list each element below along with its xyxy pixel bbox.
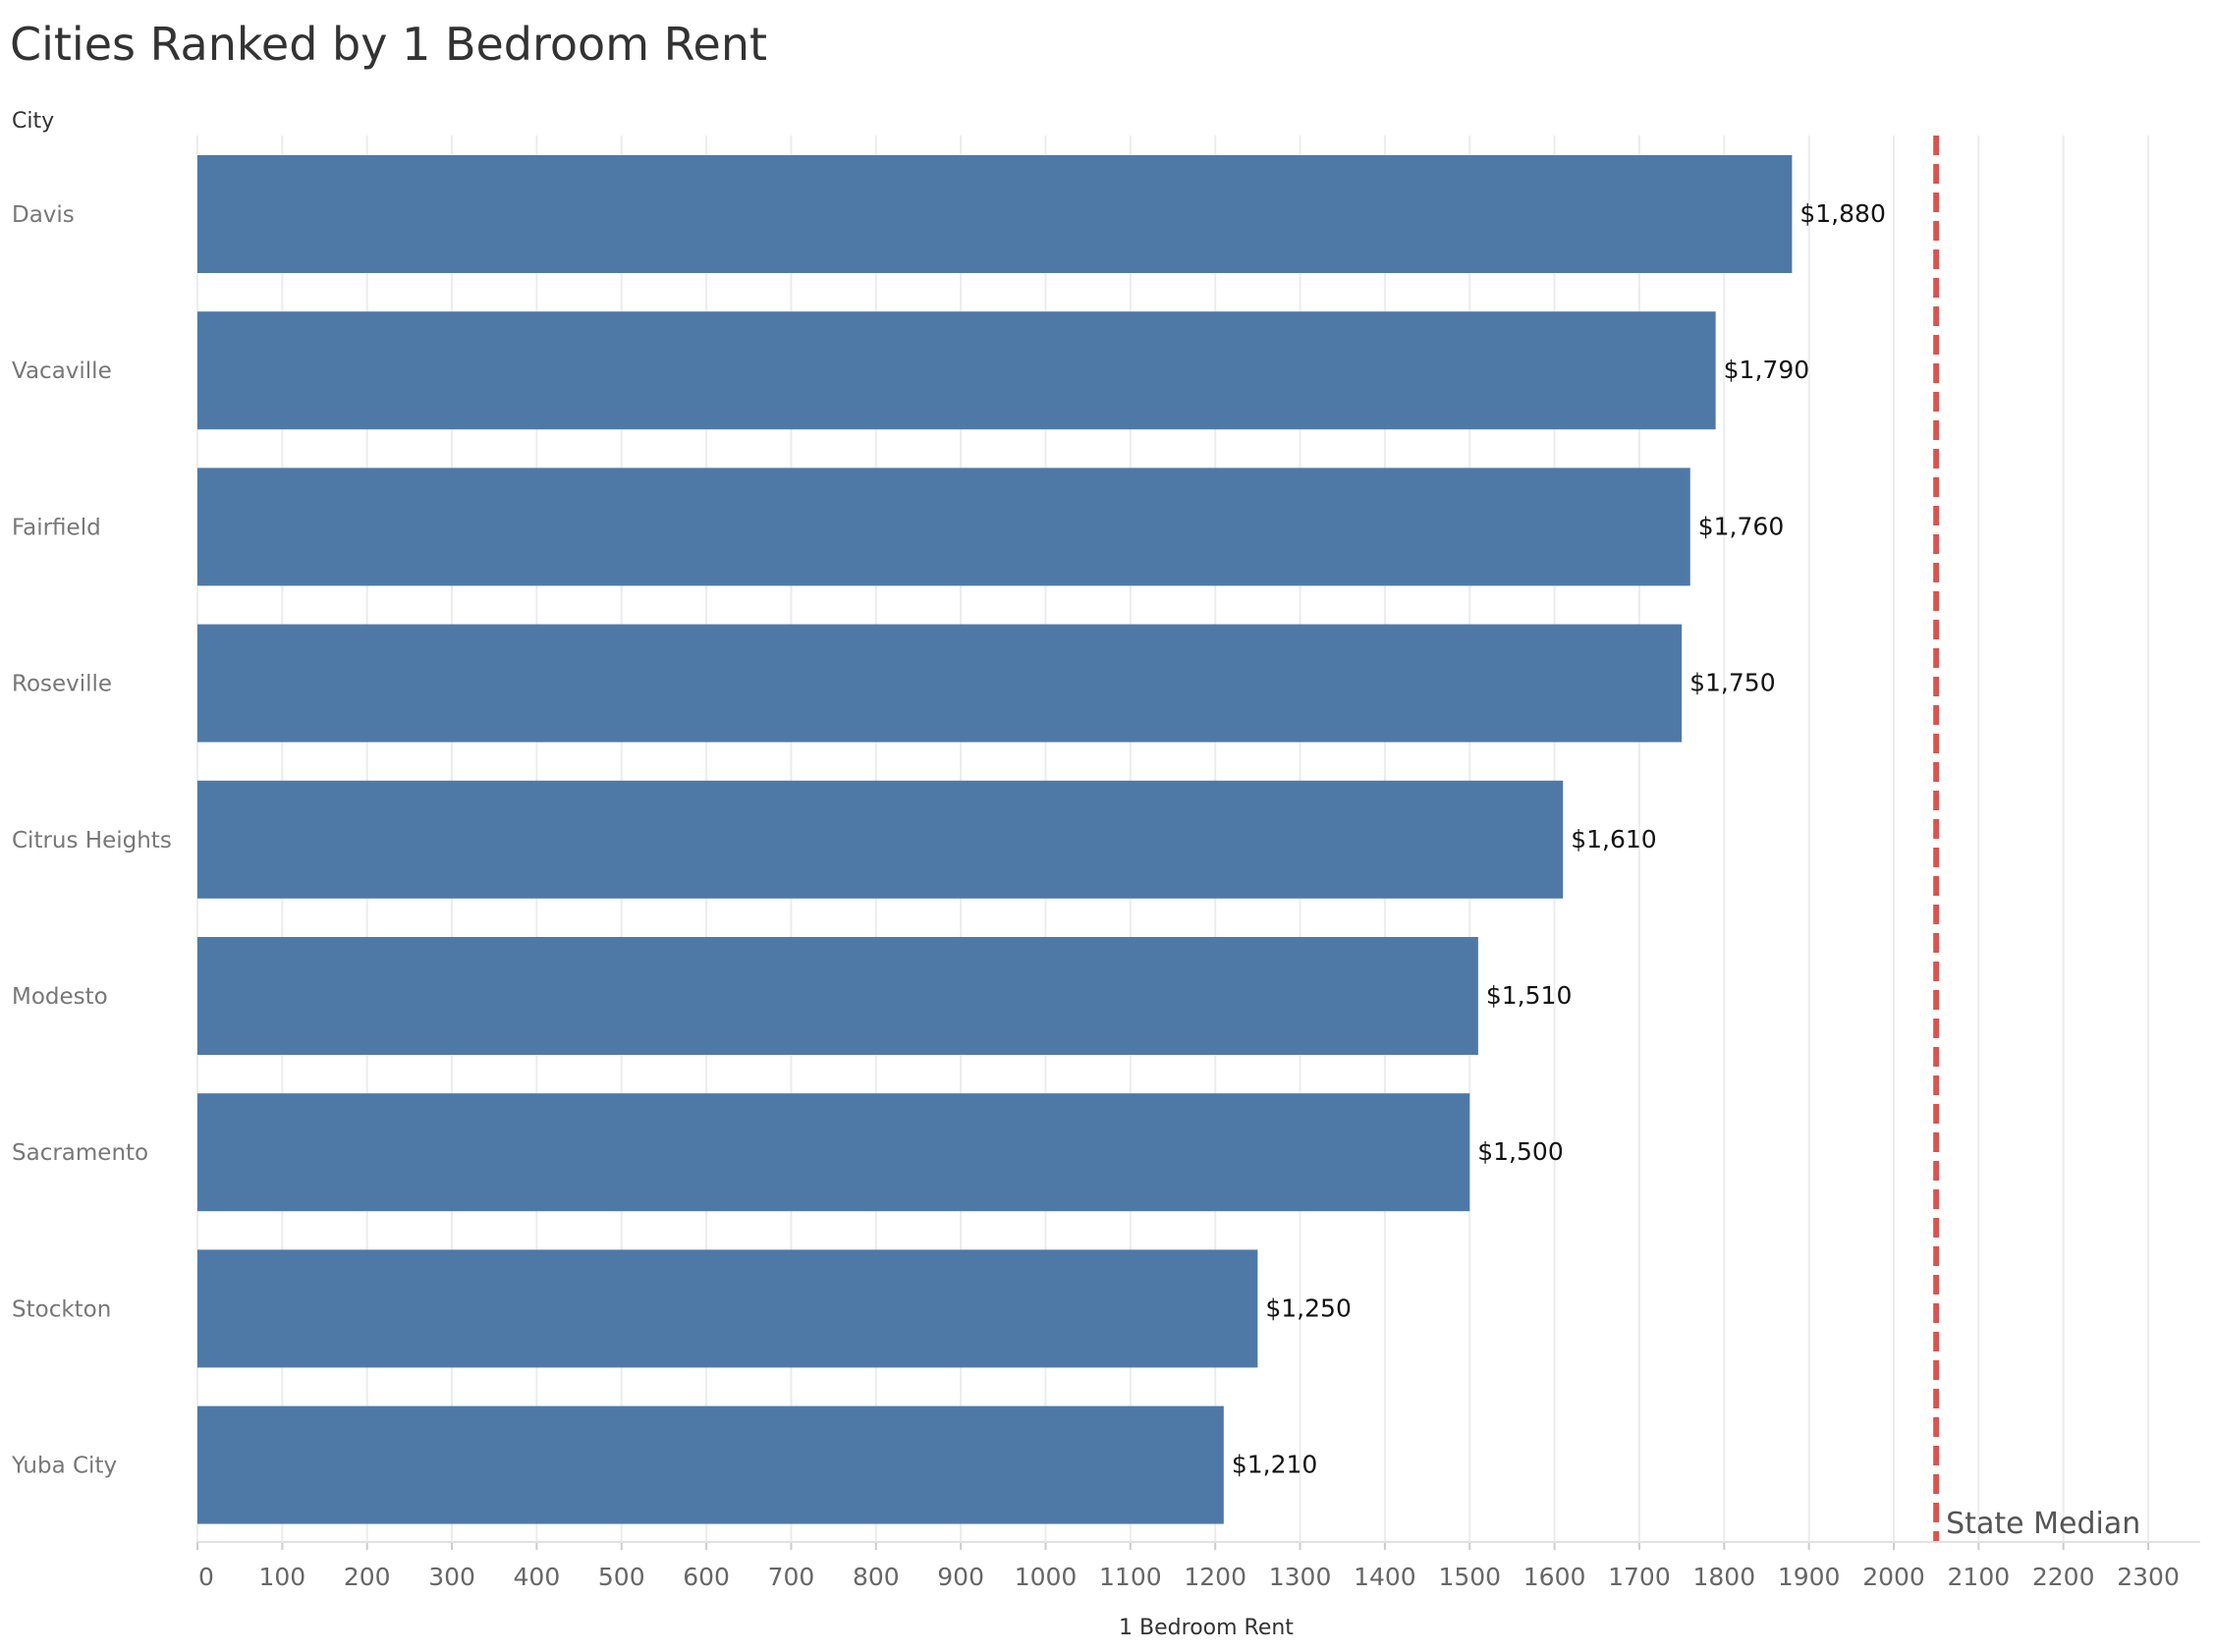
x-tick-label: 800: [853, 1563, 900, 1591]
y-axis-title: City: [12, 109, 54, 134]
category-label: Sacramento: [12, 1140, 148, 1166]
x-tick-label: 300: [428, 1563, 475, 1591]
x-tick-label: 400: [514, 1563, 561, 1591]
value-label: $1,880: [1799, 199, 1885, 228]
state-median-label: State Median: [1946, 1507, 2140, 1541]
x-tick-label: 1800: [1692, 1563, 1755, 1591]
x-tick-label: 1400: [1354, 1563, 1416, 1591]
value-label: $1,760: [1698, 512, 1784, 540]
bars: Davis $1,880 Vacaville $1,790 Fairfield $1,76…: [11, 155, 1886, 1524]
x-tick-label: 900: [937, 1563, 984, 1591]
x-tick-label: 2000: [1862, 1563, 1925, 1591]
x-tick-label: 1100: [1099, 1563, 1162, 1591]
bar-modesto[interactable]: [197, 937, 1478, 1055]
category-label: Roseville: [12, 672, 112, 697]
category-label: Yuba City: [11, 1454, 117, 1479]
value-label: $1,250: [1265, 1294, 1351, 1322]
bar-stockton[interactable]: [197, 1249, 1258, 1368]
x-tick-label: 1200: [1184, 1563, 1246, 1591]
x-tick-label: 200: [344, 1563, 391, 1591]
x-tick-label: 0: [198, 1563, 214, 1591]
chart-title: Cities Ranked by 1 Bedroom Rent: [10, 18, 768, 71]
x-tick-label: 1000: [1015, 1563, 1078, 1591]
bar-roseville[interactable]: [197, 624, 1683, 743]
bar-vacaville[interactable]: [197, 311, 1716, 430]
value-label: $1,500: [1477, 1137, 1563, 1166]
bar-yuba-city[interactable]: [197, 1405, 1224, 1524]
x-tick-label: 1700: [1608, 1563, 1671, 1591]
x-tick-label: 2100: [1948, 1563, 2011, 1591]
category-label: Fairfield: [12, 515, 101, 540]
reference-line-group: State Median: [1933, 136, 2140, 1542]
x-tick-label: 1600: [1523, 1563, 1586, 1591]
x-tick-label: 1500: [1438, 1563, 1501, 1591]
value-label: $1,790: [1724, 356, 1809, 384]
category-label: Citrus Heights: [12, 828, 172, 854]
x-axis-title: 1 Bedroom Rent: [1119, 1616, 1294, 1640]
x-tick-label: 1900: [1778, 1563, 1841, 1591]
x-tick-label: 100: [258, 1563, 305, 1591]
x-tick-label: 1300: [1269, 1563, 1332, 1591]
x-tick-label: 500: [598, 1563, 645, 1591]
category-label: Stockton: [12, 1296, 111, 1322]
value-label: $1,750: [1689, 669, 1775, 697]
bar-davis[interactable]: [197, 155, 1793, 273]
x-tick-label: 600: [683, 1563, 730, 1591]
category-label: Davis: [12, 202, 75, 228]
value-label: $1,510: [1486, 981, 1572, 1010]
x-tick-label: 2200: [2032, 1563, 2095, 1591]
x-axis: 0 100 200 300 400 500 600 700 800 900 1000 1100 1200…: [196, 1541, 2200, 1591]
category-label: Vacaville: [12, 358, 112, 384]
bar-sacramento[interactable]: [197, 1093, 1470, 1212]
bar-citrus-heights[interactable]: [197, 780, 1564, 899]
bar-fairfield[interactable]: [197, 468, 1690, 586]
category-label: Modesto: [12, 984, 108, 1010]
value-label: $1,210: [1232, 1451, 1317, 1479]
x-tick-label: 700: [768, 1563, 815, 1591]
value-label: $1,610: [1571, 825, 1656, 854]
x-tick-label: 2300: [2117, 1563, 2180, 1591]
